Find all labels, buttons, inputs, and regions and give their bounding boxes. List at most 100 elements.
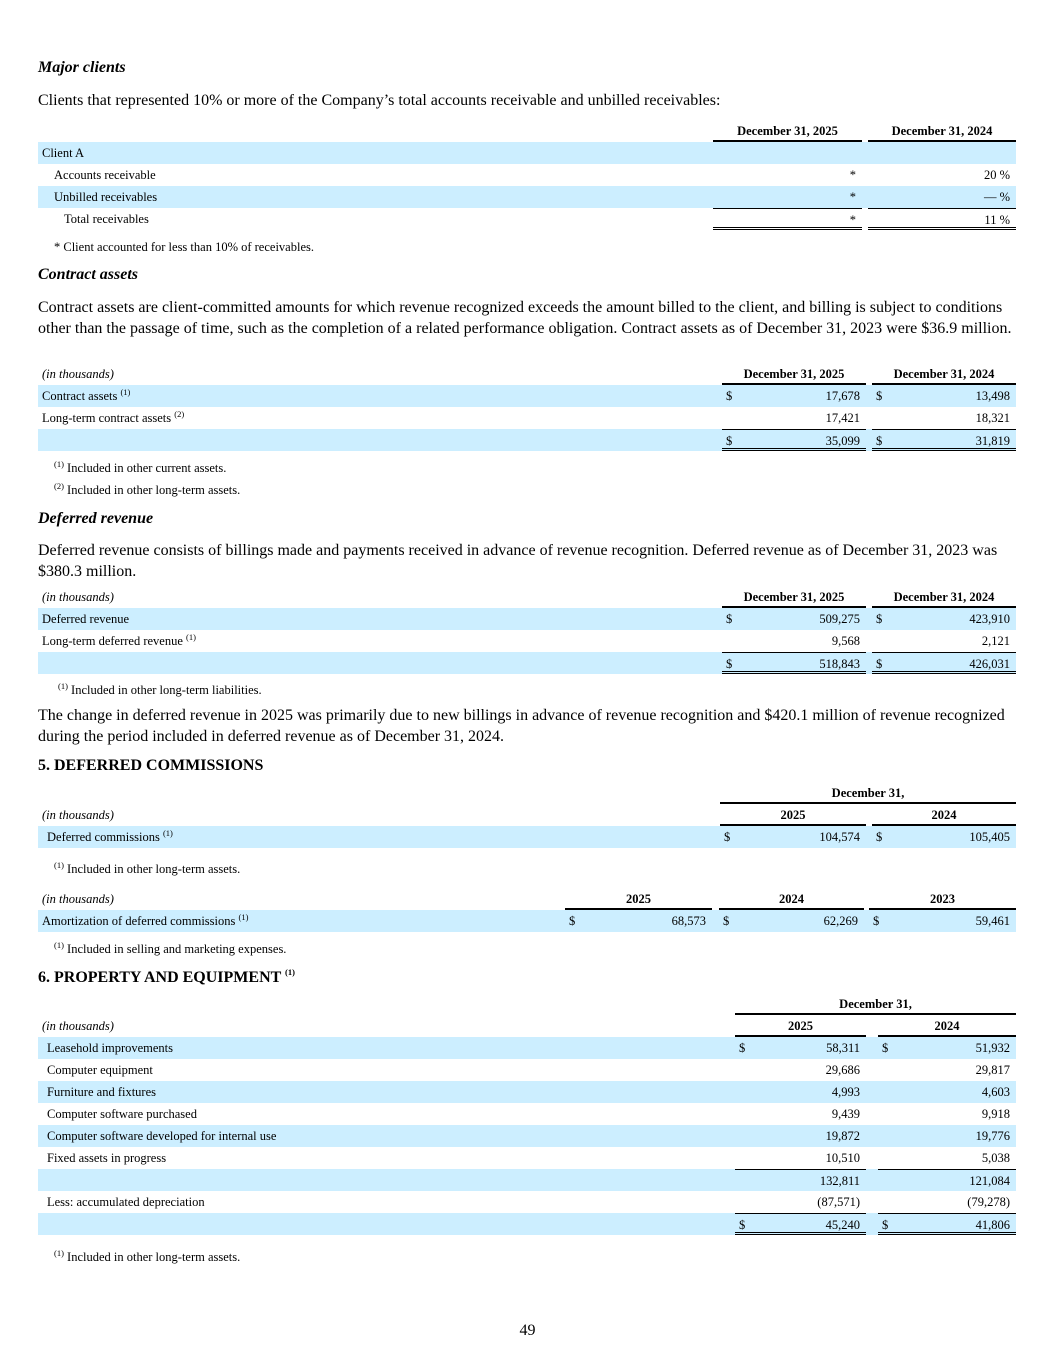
value: 35,099 bbox=[825, 434, 860, 448]
row-label-text: Amortization of deferred commissions bbox=[42, 914, 236, 928]
row-label-text: Fixed assets in progress bbox=[47, 1151, 167, 1165]
major-clients-intro: Clients that represented 10% or more of … bbox=[38, 92, 721, 109]
table-row: Fixed assets in progress 10,510 5,038 bbox=[38, 1147, 1016, 1169]
value-cell: * bbox=[713, 208, 862, 230]
row-label: Computer software purchased bbox=[47, 1107, 197, 1122]
row-label-text: Client A bbox=[42, 146, 85, 160]
value: 29,686 bbox=[825, 1063, 860, 1077]
table-row: $45,240 $41,806 bbox=[38, 1213, 1016, 1235]
value-cell: $17,678 bbox=[722, 385, 866, 407]
row-label-text: Leasehold improvements bbox=[47, 1041, 174, 1055]
value: 31,819 bbox=[975, 434, 1010, 448]
column-header: 2024 bbox=[878, 1015, 1016, 1037]
major-clients-footnote: * Client accounted for less than 10% of … bbox=[54, 240, 314, 254]
value: 4,603 bbox=[981, 1085, 1010, 1099]
column-header: 2024 bbox=[719, 888, 864, 910]
value: 68,573 bbox=[671, 914, 706, 928]
column-header: 2025 bbox=[735, 1015, 866, 1037]
footnote-marker: (2) bbox=[174, 409, 185, 419]
value-cell: 4,993 bbox=[735, 1081, 866, 1103]
deferred-commissions-footnote: (1) Included in other long-term assets. bbox=[54, 860, 241, 876]
header-row: (in thousands) 2025 2024 2023 bbox=[38, 888, 1016, 910]
header-row: (in thousands) December 31, 2025 December … bbox=[38, 363, 1016, 385]
value-cell: 17,421 bbox=[722, 407, 866, 429]
value: 9,439 bbox=[831, 1107, 860, 1121]
value: 4,993 bbox=[831, 1085, 860, 1099]
value: 13,498 bbox=[975, 389, 1010, 403]
group-header: December 31, bbox=[735, 993, 1016, 1015]
value-cell: $62,269 bbox=[719, 910, 864, 932]
value: 121,084 bbox=[969, 1174, 1010, 1188]
value: (87,571) bbox=[817, 1195, 860, 1209]
column-header-text: December 31, 2025 bbox=[737, 124, 838, 138]
table-row: 132,811 121,084 bbox=[38, 1169, 1016, 1191]
header-row: (in thousands) December 31, 2025 December … bbox=[38, 586, 1016, 608]
row-label: Computer software developed for internal… bbox=[47, 1129, 276, 1144]
row-label: Less: accumulated depreciation bbox=[47, 1195, 205, 1210]
currency-symbol: $ bbox=[876, 657, 883, 671]
value: 105,405 bbox=[969, 830, 1010, 844]
footnote-marker: (1) bbox=[120, 387, 131, 397]
table-row: Less: accumulated depreciation (87,571) (7… bbox=[38, 1191, 1016, 1213]
column-header-text: December 31, 2024 bbox=[893, 590, 995, 604]
row-label: Computer equipment bbox=[47, 1063, 153, 1078]
row-label-text: Deferred commissions bbox=[47, 830, 160, 844]
column-header: December 31, 2024 bbox=[872, 363, 1016, 385]
contract-assets-footnote-2: (2) Included in other long-term assets. bbox=[54, 481, 241, 497]
table-row: Computer software developed for internal… bbox=[38, 1125, 1016, 1147]
value: 17,678 bbox=[825, 389, 860, 403]
value: 29,817 bbox=[975, 1063, 1010, 1077]
currency-symbol: $ bbox=[724, 830, 731, 844]
label-header: (in thousands) bbox=[42, 590, 114, 604]
row-label-text: Total receivables bbox=[64, 212, 149, 226]
value-cell: 121,084 bbox=[878, 1169, 1016, 1191]
row-label: Leasehold improvements bbox=[47, 1041, 173, 1056]
value-cell: $105,405 bbox=[872, 826, 1016, 848]
currency-symbol: $ bbox=[876, 389, 883, 403]
value-cell: 9,568 bbox=[722, 630, 866, 652]
currency-symbol: $ bbox=[723, 914, 730, 928]
table-row: Deferred commissions (1) $104,574 $105,405 bbox=[38, 826, 1016, 848]
currency-symbol: $ bbox=[726, 434, 733, 448]
row-label: Unbilled receivables bbox=[54, 190, 157, 205]
row-label: Fixed assets in progress bbox=[47, 1151, 166, 1166]
currency-symbol: $ bbox=[739, 1218, 746, 1232]
column-header: December 31, 2024 bbox=[872, 586, 1016, 608]
value: 41,806 bbox=[975, 1218, 1010, 1232]
footnote-marker: (1) bbox=[186, 632, 196, 642]
value: 17,421 bbox=[825, 411, 860, 425]
value-cell: 11 % bbox=[868, 208, 1016, 230]
currency-symbol: $ bbox=[882, 1218, 889, 1232]
row-label: Deferred revenue bbox=[42, 612, 129, 627]
value: (79,278) bbox=[967, 1195, 1010, 1209]
currency-symbol: $ bbox=[739, 1041, 746, 1055]
value-cell: 9,439 bbox=[735, 1103, 866, 1125]
group-header-row: December 31, bbox=[38, 993, 1016, 1015]
value-cell bbox=[868, 142, 1016, 164]
header-row: (in thousands) 2025 2024 bbox=[38, 1015, 1016, 1037]
value-cell: 2,121 bbox=[872, 630, 1016, 652]
value: 58,311 bbox=[826, 1041, 860, 1055]
row-label-text: Long-term contract assets bbox=[42, 411, 172, 425]
row-label: Accounts receivable bbox=[54, 168, 156, 183]
table-row: $35,099 $31,819 bbox=[38, 429, 1016, 451]
value: 19,872 bbox=[825, 1129, 860, 1143]
column-header-text: December 31, 2025 bbox=[743, 590, 845, 604]
value: 426,031 bbox=[969, 657, 1010, 671]
currency-symbol: $ bbox=[876, 830, 883, 844]
row-label: Long-term contract assets (2) bbox=[42, 409, 185, 426]
column-header-text: December 31, 2024 bbox=[893, 367, 995, 381]
row-label-text: Long-term deferred revenue bbox=[42, 634, 183, 648]
label-header: (in thousands) bbox=[42, 892, 114, 906]
value-cell: * bbox=[713, 186, 862, 208]
value-cell: $35,099 bbox=[722, 429, 866, 451]
currency-symbol: $ bbox=[876, 612, 883, 626]
value: — % bbox=[983, 190, 1010, 204]
group-header: December 31, bbox=[720, 782, 1016, 804]
group-header-text: December 31, bbox=[831, 786, 905, 800]
value: * bbox=[849, 190, 856, 204]
row-label-text: Computer software developed for internal… bbox=[47, 1129, 277, 1143]
column-header: December 31, 2025 bbox=[713, 120, 862, 142]
value: 51,932 bbox=[975, 1041, 1010, 1055]
row-label-text: Computer software purchased bbox=[47, 1107, 197, 1121]
